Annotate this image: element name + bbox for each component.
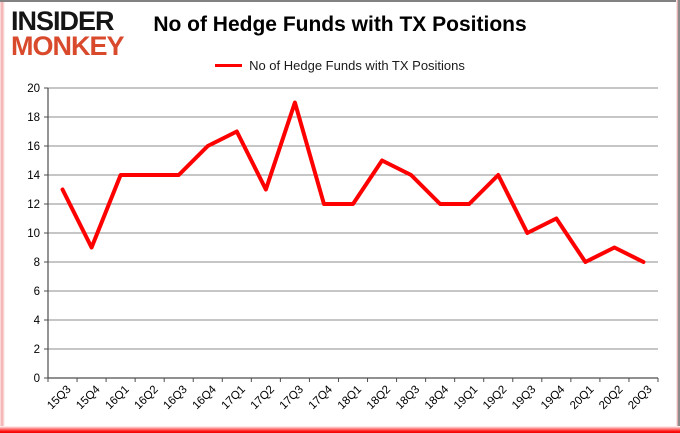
x-axis-label: 19Q4 — [539, 383, 568, 412]
y-axis-label: 16 — [27, 141, 40, 153]
x-axis-label: 19Q1 — [452, 384, 480, 412]
x-axis-label: 16Q2 — [132, 384, 160, 412]
x-axis-label: 15Q3 — [45, 384, 73, 412]
logo-text-monkey: MONKEY — [11, 30, 125, 61]
x-axis-label: 16Q1 — [103, 384, 131, 412]
frame-border-right — [676, 0, 680, 433]
frame-border-bottom — [0, 426, 680, 433]
logo-text-insider: INSIDER — [11, 6, 115, 36]
x-axis-label: 17Q1 — [220, 384, 248, 412]
y-axis-label: 0 — [34, 373, 40, 385]
frame-border-top — [0, 0, 680, 2]
x-axis-label: 17Q2 — [249, 384, 277, 412]
insider-monkey-logo: INSIDER MONKEY — [11, 6, 125, 61]
x-axis-label: 17Q3 — [278, 384, 306, 412]
x-axis-label: 19Q3 — [510, 384, 538, 412]
y-axis-label: 6 — [34, 286, 40, 298]
x-axis-label: 20Q2 — [597, 384, 625, 412]
x-axis-label: 16Q3 — [161, 384, 189, 412]
x-axis-label: 15Q4 — [74, 383, 103, 412]
legend: No of Hedge Funds with TX Positions — [0, 58, 680, 73]
x-axis-label: 18Q4 — [423, 383, 452, 412]
x-axis-label: 20Q1 — [568, 384, 596, 412]
x-axis-label: 17Q4 — [307, 383, 336, 412]
x-axis-label: 18Q3 — [394, 384, 422, 412]
legend-label: No of Hedge Funds with TX Positions — [249, 58, 465, 73]
x-axis-label: 18Q1 — [336, 384, 364, 412]
legend-line-swatch — [215, 64, 243, 67]
frame-border-left — [0, 0, 5, 433]
x-axis-label: 20Q3 — [626, 384, 654, 412]
x-axis-label: 16Q4 — [190, 383, 219, 412]
y-axis-label: 10 — [27, 228, 40, 240]
y-axis-label: 8 — [34, 257, 40, 269]
x-axis-label: 19Q2 — [481, 384, 509, 412]
data-series-line — [60, 100, 646, 264]
y-axis-label: 12 — [27, 199, 40, 211]
y-axis-label: 20 — [27, 83, 40, 95]
y-axis-label: 4 — [34, 315, 41, 327]
y-axis-label: 14 — [27, 170, 40, 182]
y-axis-label: 2 — [34, 344, 40, 356]
x-axis-label: 18Q2 — [365, 384, 393, 412]
y-axis-label: 18 — [27, 112, 40, 124]
